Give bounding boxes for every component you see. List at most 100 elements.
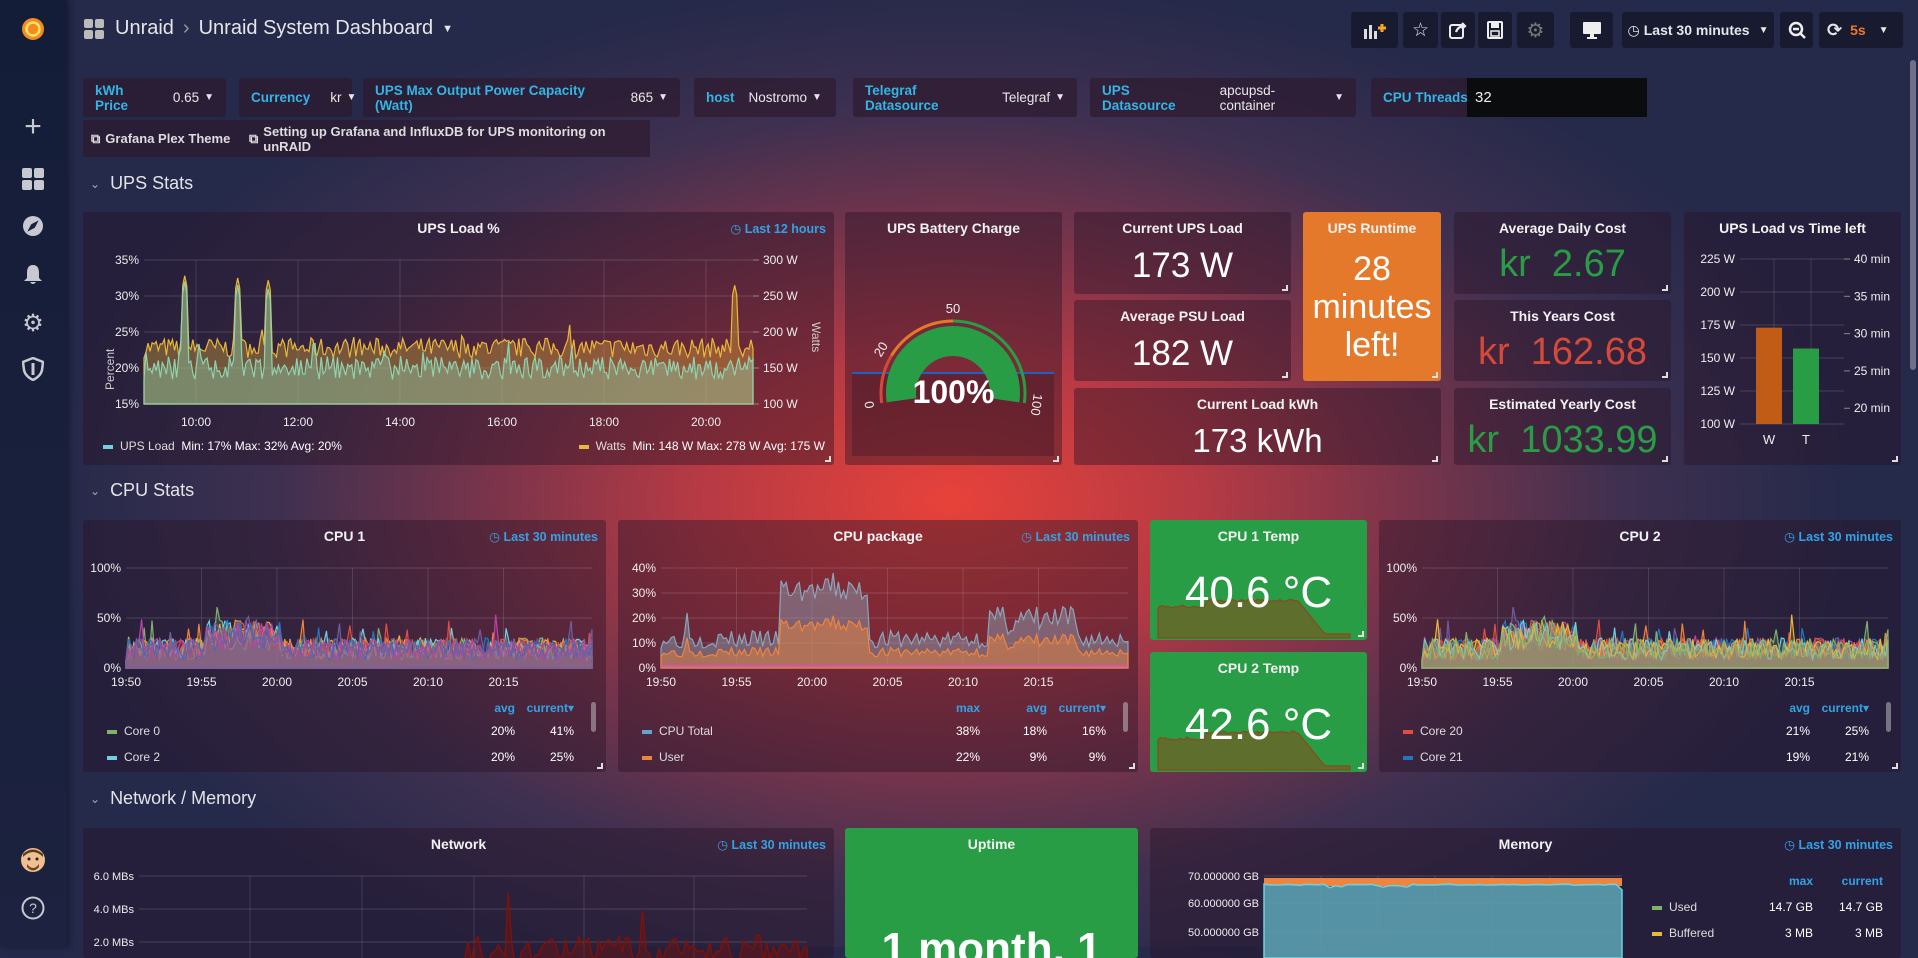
- legend-scrollbar[interactable]: [591, 702, 596, 732]
- dashboard-title-caret-icon[interactable]: ▼: [442, 23, 453, 35]
- legend-item[interactable]: Core 2: [107, 750, 160, 764]
- panel-resize-handle[interactable]: [1662, 456, 1668, 462]
- server-admin-shield-icon[interactable]: [18, 354, 48, 384]
- panel-title[interactable]: Average Daily Cost: [1454, 220, 1671, 236]
- variable-value[interactable]: 0.65: [173, 90, 199, 105]
- panel-title[interactable]: UPS Battery Charge: [845, 220, 1062, 236]
- panel-resize-handle[interactable]: [1358, 631, 1364, 637]
- time-range-picker[interactable]: ◷Last 30 minutes▼: [1622, 12, 1774, 48]
- tv-mode-button[interactable]: [1570, 12, 1613, 48]
- legend-item[interactable]: Used: [1652, 900, 1697, 914]
- x-tick: 20:10: [413, 675, 443, 689]
- y-tick: 0%: [1400, 661, 1418, 675]
- explore-compass-icon[interactable]: [18, 211, 48, 241]
- panel-resize-handle[interactable]: [1129, 763, 1135, 769]
- legend-item[interactable]: Core 0: [107, 724, 160, 738]
- variable-value[interactable]: kr: [330, 90, 341, 105]
- legend-item[interactable]: Buffered: [1652, 926, 1714, 940]
- help-icon[interactable]: ?: [18, 893, 48, 923]
- legend-item[interactable]: Core 21: [1403, 750, 1463, 764]
- legend-header-max[interactable]: max: [1789, 874, 1813, 888]
- row-header-ups-stats[interactable]: ⌄UPS Stats: [90, 173, 193, 194]
- legend-swatch: [107, 756, 117, 760]
- panel-title[interactable]: This Years Cost: [1454, 308, 1671, 324]
- legend-header-avg[interactable]: avg: [1789, 701, 1810, 715]
- zoom-out-button[interactable]: [1780, 12, 1813, 48]
- panel-resize-handle[interactable]: [597, 763, 603, 769]
- variable-value[interactable]: Nostromo: [749, 90, 808, 105]
- panel-resize-handle[interactable]: [1358, 763, 1364, 769]
- refresh-interval-picker[interactable]: 5s: [1850, 22, 1866, 38]
- configuration-gear-icon[interactable]: ⚙: [18, 308, 48, 338]
- row-header-network-memory[interactable]: ⌄Network / Memory: [90, 788, 256, 809]
- dashboard-title[interactable]: Unraid System Dashboard: [199, 17, 434, 40]
- panel-title[interactable]: Average PSU Load: [1074, 308, 1291, 324]
- grafana-logo-icon[interactable]: [18, 14, 48, 44]
- save-dashboard-button[interactable]: [1478, 12, 1512, 48]
- share-dashboard-button[interactable]: [1441, 12, 1475, 48]
- panel-title[interactable]: Estimated Yearly Cost: [1454, 396, 1671, 412]
- panel-title[interactable]: Uptime: [845, 836, 1138, 852]
- y-tick-left: 125 W: [1700, 384, 1735, 398]
- cpu-threads-input[interactable]: 32: [1467, 78, 1647, 117]
- panel-title[interactable]: UPS Runtime: [1303, 220, 1441, 236]
- panel-resize-handle[interactable]: [1892, 763, 1898, 769]
- panel-resize-handle[interactable]: [825, 456, 831, 462]
- refresh-icon[interactable]: ⟳: [1827, 20, 1842, 41]
- add-panel-button[interactable]: [1351, 12, 1398, 48]
- plus-icon[interactable]: +: [18, 112, 48, 142]
- variable-ups-max-output[interactable]: UPS Max Output Power Capacity (Watt)865▼: [363, 78, 680, 117]
- user-avatar[interactable]: [18, 845, 48, 875]
- panel-resize-handle[interactable]: [1662, 372, 1668, 378]
- panel-title[interactable]: UPS Load %: [83, 220, 834, 236]
- legend-item[interactable]: User: [642, 750, 684, 764]
- legend-item-ups-load[interactable]: UPS Load Min: 17% Max: 32% Avg: 20%: [103, 439, 342, 453]
- star-dashboard-button[interactable]: ☆: [1403, 12, 1438, 48]
- panel-title[interactable]: UPS Load vs Time left: [1684, 220, 1901, 236]
- panel-resize-handle[interactable]: [1662, 285, 1668, 291]
- legend-header-avg[interactable]: avg: [1026, 701, 1047, 715]
- link-ups-monitoring-guide[interactable]: ⧉Setting up Grafana and InfluxDB for UPS…: [241, 120, 650, 157]
- panel-resize-handle[interactable]: [1053, 456, 1059, 462]
- dashboard-settings-button[interactable]: ⚙: [1517, 12, 1554, 48]
- legend-item-watts[interactable]: Watts Min: 148 W Max: 278 W Avg: 175 W: [579, 439, 825, 453]
- legend-header-max[interactable]: max: [956, 701, 980, 715]
- legend-scrollbar[interactable]: [1886, 702, 1891, 732]
- panel-resize-handle[interactable]: [1892, 456, 1898, 462]
- variable-label: UPS Max Output Power Capacity (Watt): [375, 83, 617, 113]
- breadcrumb-folder[interactable]: Unraid: [115, 17, 174, 40]
- panel-resize-handle[interactable]: [1282, 372, 1288, 378]
- page-scrollbar[interactable]: [1910, 60, 1916, 370]
- variable-value[interactable]: 865: [631, 90, 654, 105]
- legend-header-current[interactable]: current: [1842, 874, 1883, 888]
- panel-title[interactable]: CPU 1 Temp: [1150, 528, 1367, 544]
- panel-resize-handle[interactable]: [1432, 456, 1438, 462]
- panel-resize-handle[interactable]: [1432, 372, 1438, 378]
- panel-resize-handle[interactable]: [1282, 285, 1288, 291]
- variable-value[interactable]: apcupsd-container: [1220, 83, 1330, 113]
- legend-item[interactable]: CPU Total: [642, 724, 713, 738]
- row-header-cpu-stats[interactable]: ⌄CPU Stats: [90, 480, 194, 501]
- legend-header-avg[interactable]: avg: [494, 701, 515, 715]
- legend-scrollbar[interactable]: [1123, 702, 1128, 732]
- dashboards-icon[interactable]: [18, 164, 48, 194]
- refresh-button[interactable]: ⟳5s▼: [1819, 12, 1903, 48]
- alerting-bell-icon[interactable]: [18, 259, 48, 289]
- panel-title[interactable]: CPU 2 Temp: [1150, 660, 1367, 676]
- panel-title[interactable]: Current UPS Load: [1074, 220, 1291, 236]
- panel-title[interactable]: Current Load kWh: [1074, 396, 1441, 412]
- legend-item[interactable]: Core 20: [1403, 724, 1463, 738]
- legend-header-current[interactable]: current▾: [1059, 701, 1106, 715]
- variable-value[interactable]: Telegraf: [1002, 90, 1050, 105]
- legend-header-current[interactable]: current▾: [1822, 701, 1869, 715]
- legend-header-current[interactable]: current▾: [527, 701, 574, 715]
- link-grafana-plex-theme[interactable]: ⧉Grafana Plex Theme: [83, 120, 241, 157]
